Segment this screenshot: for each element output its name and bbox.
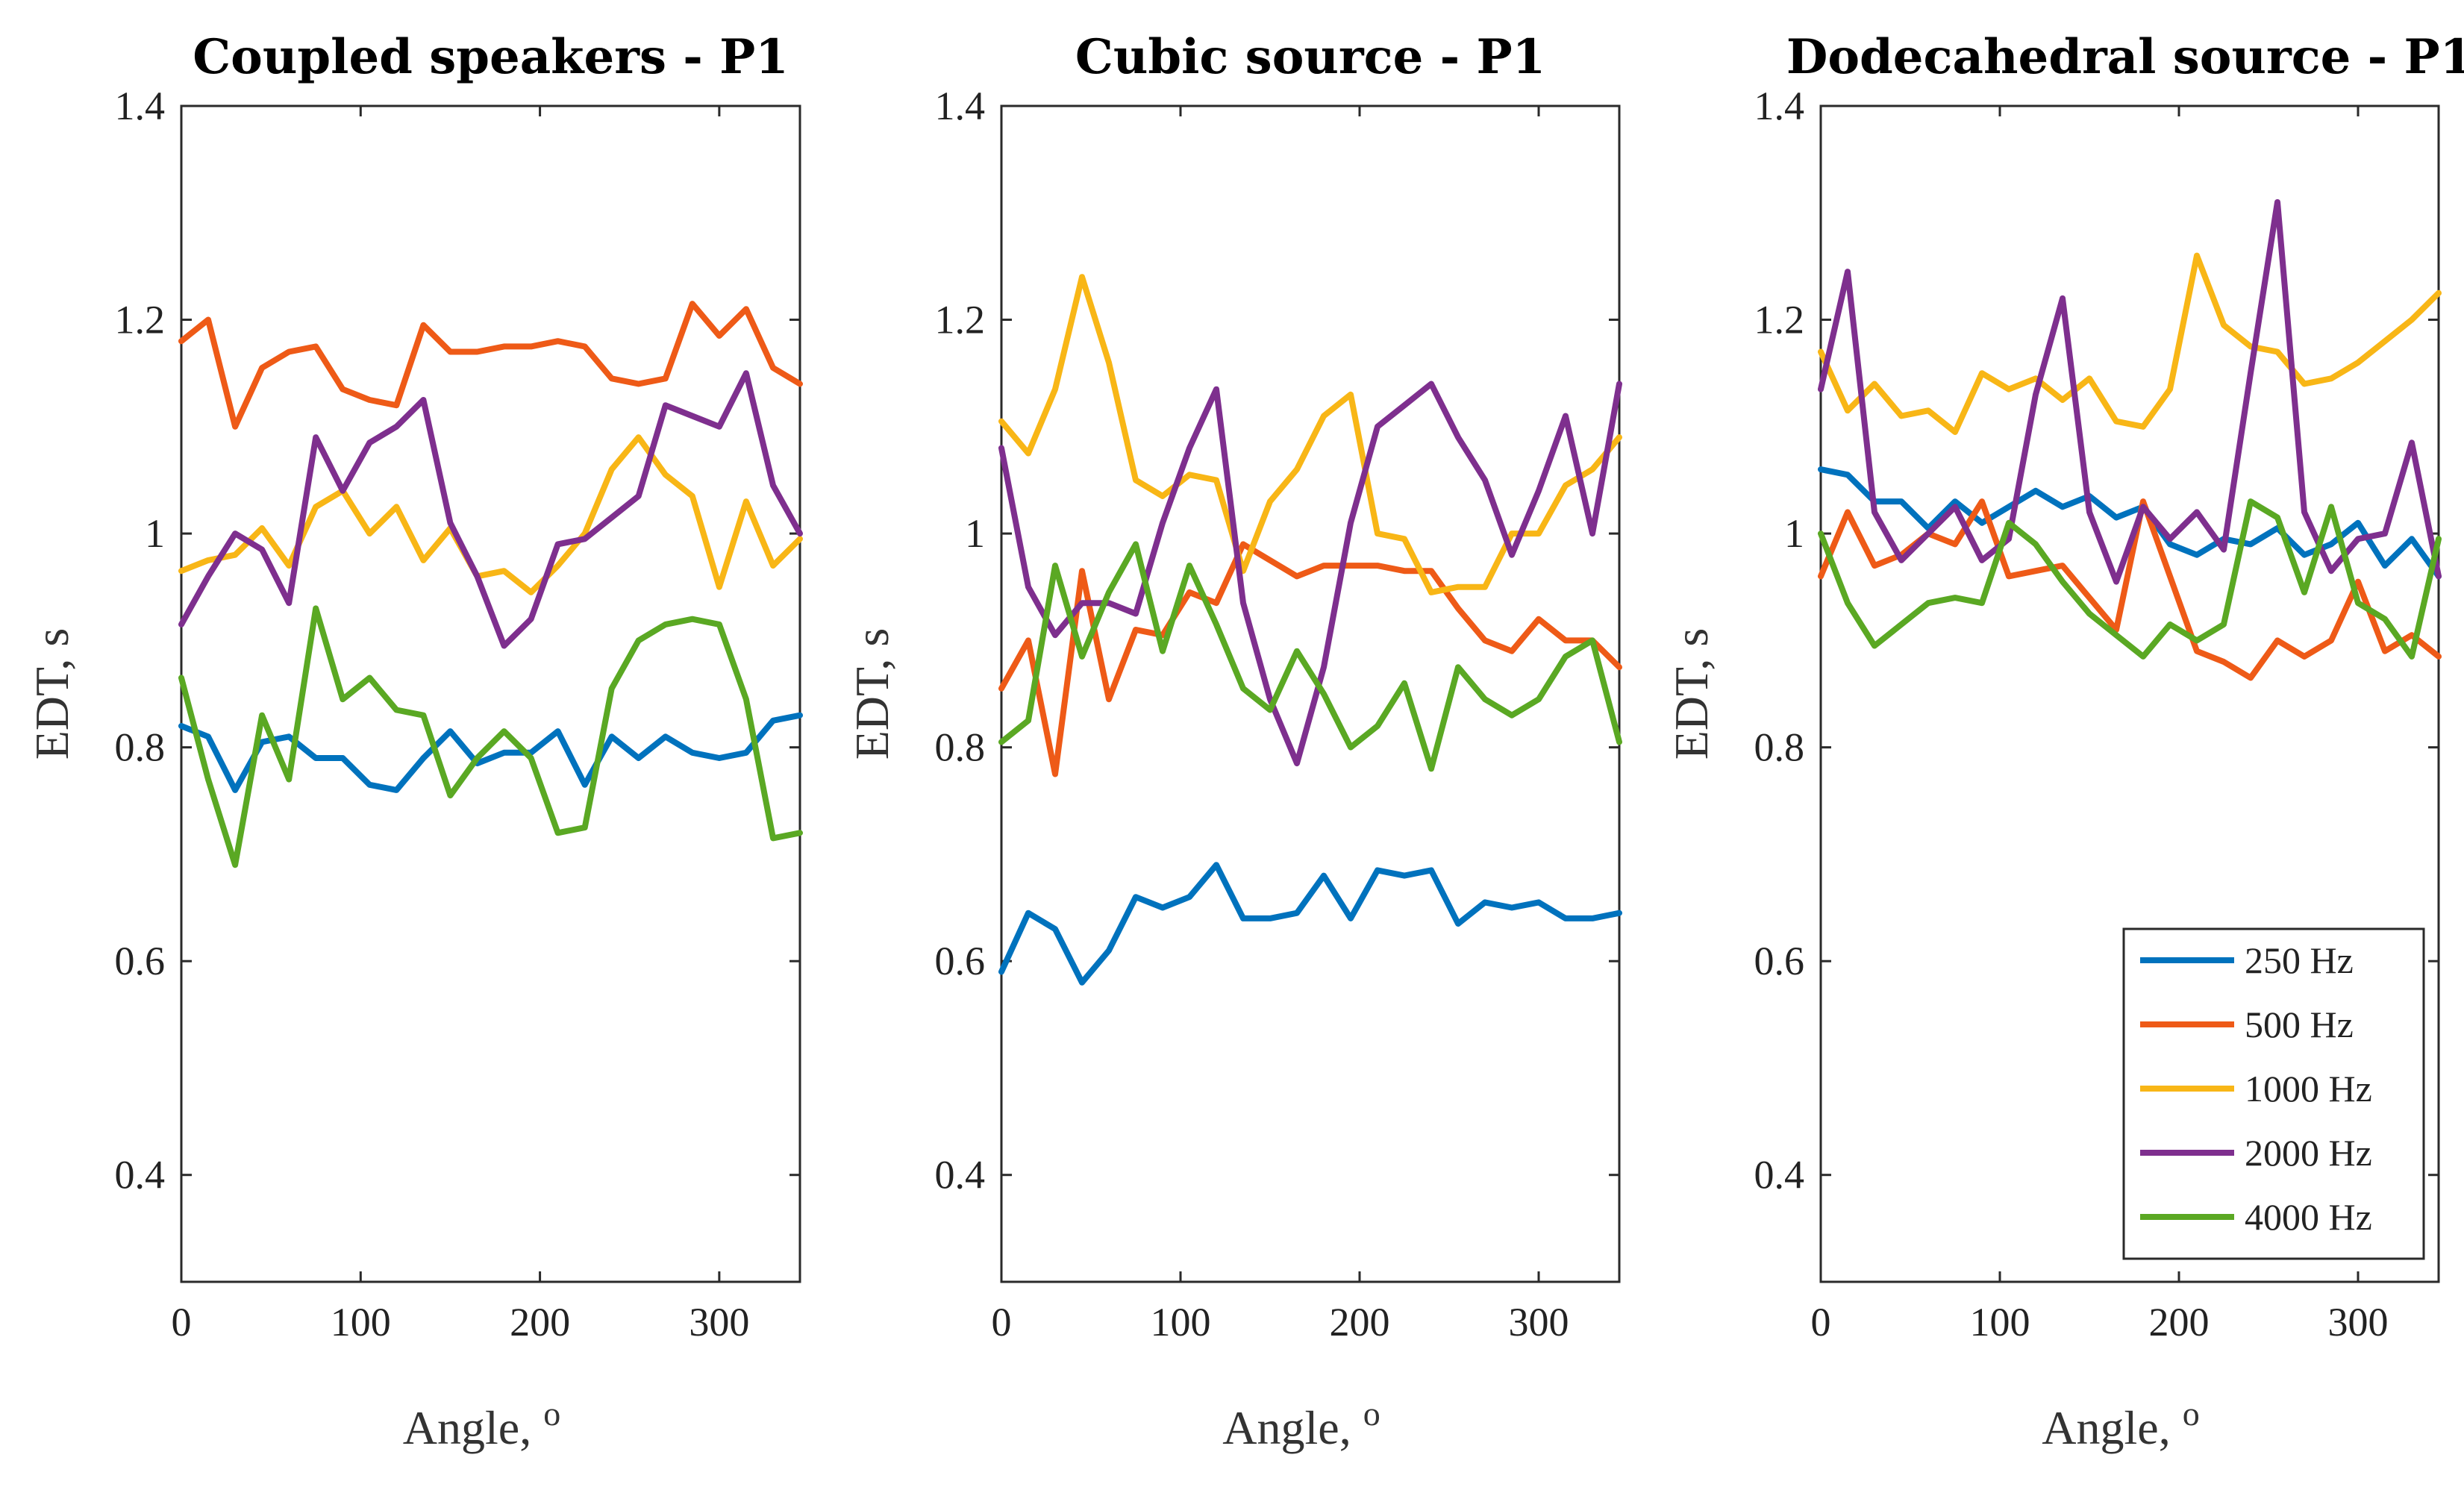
chart-panel-1: Coupled speakers - P1 0 100 200 300 0.4 0.6 0.8…	[25, 29, 803, 1455]
y-tick-label: 0.8	[1754, 725, 1805, 770]
plot-frame	[1000, 104, 1621, 1283]
series-line-4000-hz	[178, 605, 803, 868]
series-line-1000-hz	[178, 434, 803, 595]
x-tick-label: 0	[1811, 1300, 1831, 1345]
x-axis-label: Angle, o	[2042, 1394, 2199, 1455]
x-axis-label-text: Angle,	[1222, 1401, 1363, 1454]
x-axis-label: Angle, o	[403, 1394, 560, 1455]
y-tick-label: 0.4	[935, 1153, 986, 1198]
x-tick-label: 200	[2149, 1300, 2210, 1345]
x-tick-label: 300	[689, 1300, 749, 1345]
y-tick-label: 0.8	[935, 725, 986, 770]
chart-title: Cubic source - P1	[1075, 29, 1545, 85]
y-axis-label: EDT, s	[1665, 628, 1718, 760]
legend: 250 Hz 500 Hz 1000 Hz 2000 Hz 4000 Hz	[2122, 927, 2425, 1260]
series-line-250-hz	[998, 862, 1622, 986]
y-tick-label: 1.4	[115, 84, 166, 128]
legend-label-1000-hz: 1000 Hz	[2245, 1068, 2372, 1109]
x-tick-label: 0	[992, 1300, 1012, 1345]
legend-label-500-hz: 500 Hz	[2245, 1004, 2354, 1045]
legend-box	[2122, 927, 2425, 1260]
x-tick-label: 200	[1330, 1300, 1390, 1345]
y-tick-label: 0.6	[935, 939, 986, 983]
series-line-4000-hz	[998, 541, 1622, 772]
chart-title: Coupled speakers - P1	[193, 29, 789, 85]
x-axis-label-superscript: o	[543, 1394, 560, 1433]
x-tick-label: 200	[510, 1300, 570, 1345]
plot-frame	[180, 104, 801, 1283]
y-tick-label: 0.4	[115, 1153, 166, 1198]
y-tick-label: 0.6	[115, 939, 166, 983]
y-tick-label: 1.2	[115, 298, 166, 342]
x-tick-label: 0	[172, 1300, 192, 1345]
x-axis-label: Angle, o	[1222, 1394, 1380, 1455]
x-tick-label: 100	[331, 1300, 391, 1345]
y-tick-label: 0.8	[115, 725, 166, 770]
series-line-500-hz	[998, 541, 1622, 777]
x-axis-label-text: Angle,	[2042, 1401, 2182, 1454]
x-axis-label-superscript: o	[2183, 1394, 2200, 1433]
y-axis-label: EDT, s	[845, 628, 898, 760]
y-tick-label: 1.2	[935, 298, 986, 342]
y-tick-label: 1.4	[935, 84, 986, 128]
x-axis-label-superscript: o	[1363, 1394, 1380, 1433]
legend-label-250-hz: 250 Hz	[2245, 939, 2354, 981]
series-line-1000-hz	[1818, 252, 2442, 435]
legend-label-4000-hz: 4000 Hz	[2245, 1196, 2372, 1238]
series-line-250-hz	[178, 712, 803, 793]
chart-panel-2: Cubic source - P1 0 100 200 300 0.4 0.6 0.8 1 1.2…	[845, 29, 1622, 1455]
y-tick-label: 0.6	[1754, 939, 1805, 983]
x-tick-label: 300	[2328, 1300, 2389, 1345]
x-tick-label: 300	[1509, 1300, 1569, 1345]
plot-frame	[1819, 104, 2440, 1283]
series-line-500-hz	[178, 301, 803, 430]
series-line-500-hz	[1818, 498, 2442, 681]
y-tick-label: 0.4	[1754, 1153, 1805, 1198]
chart-panel-3: Dodecahedral source - P1 0 100 200 300 0.4 0.6…	[1665, 29, 2464, 1454]
series-line-250-hz	[1818, 466, 2442, 580]
y-tick-label: 1	[965, 511, 985, 556]
y-tick-label: 1	[145, 511, 165, 556]
series-line-2000-hz	[178, 370, 803, 649]
series-line-1000-hz	[998, 274, 1622, 595]
series-line-4000-hz	[1818, 498, 2442, 660]
series-line-2000-hz	[1818, 198, 2442, 585]
y-axis-label: EDT, s	[25, 628, 78, 760]
x-axis-label-text: Angle,	[403, 1401, 543, 1454]
x-tick-label: 100	[1970, 1300, 2030, 1345]
y-tick-label: 1.2	[1754, 298, 1805, 342]
y-tick-label: 1.4	[1754, 84, 1805, 128]
y-tick-label: 1	[1784, 511, 1804, 556]
legend-label-2000-hz: 2000 Hz	[2245, 1132, 2372, 1174]
x-tick-label: 100	[1151, 1300, 1211, 1345]
chart-title: Dodecahedral source - P1	[1786, 29, 2464, 85]
